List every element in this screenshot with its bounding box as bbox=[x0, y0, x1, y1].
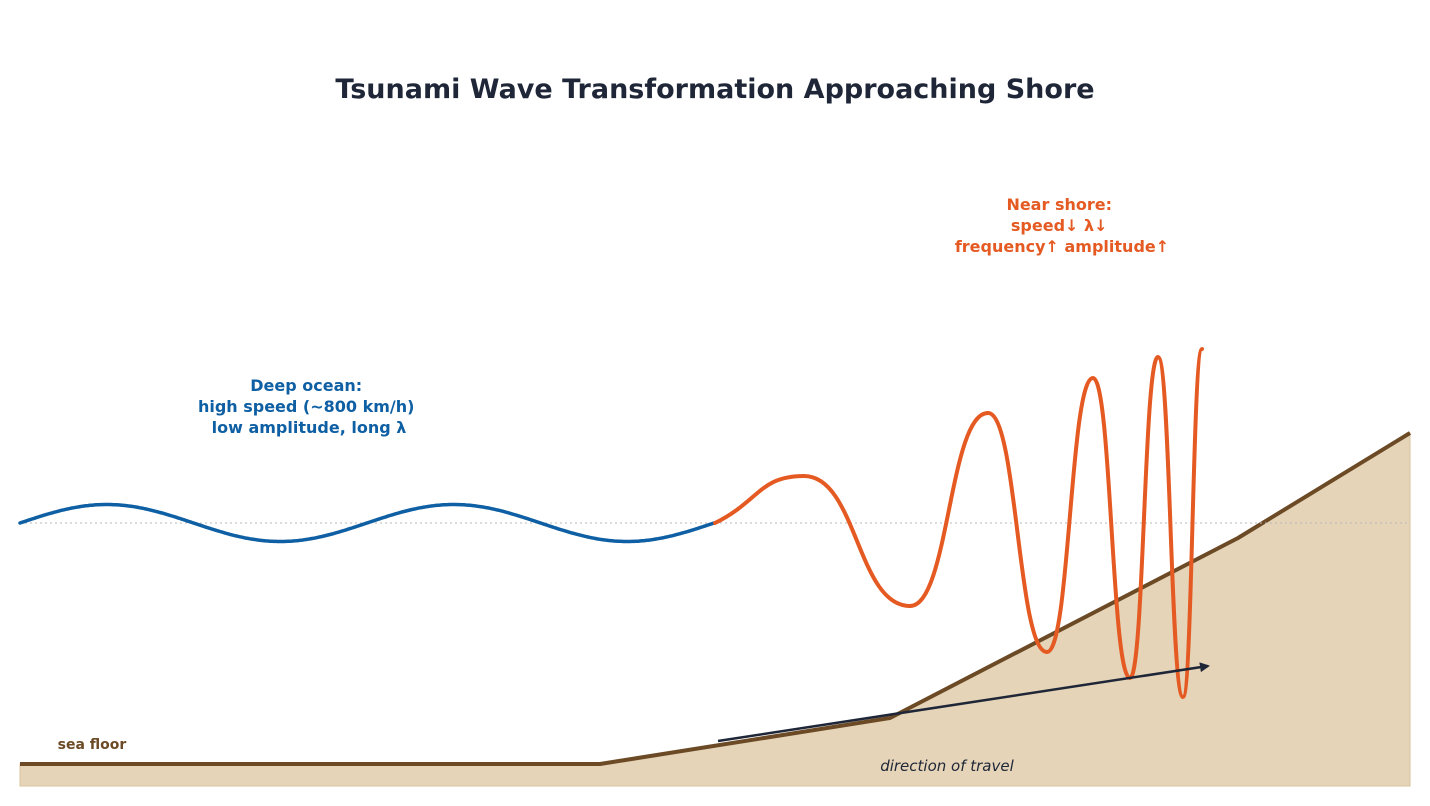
near-shore-label-line3: frequency↑ amplitude↑ bbox=[955, 237, 1169, 256]
direction-arrow bbox=[717, 662, 1210, 743]
near-shore-label-line1: Near shore: bbox=[1006, 195, 1112, 214]
deep-ocean-label-line2: high speed (~800 km/h) bbox=[198, 397, 415, 416]
near-shore-label: Near shore: speed↓ λ↓ frequency↑ amplitu… bbox=[955, 195, 1169, 256]
page-title: Tsunami Wave Transformation Approaching … bbox=[335, 74, 1094, 105]
deep-ocean-label: Deep ocean: high speed (~800 km/h) low a… bbox=[198, 376, 420, 437]
sea-floor-line bbox=[20, 431, 1412, 766]
near-shore-wave bbox=[713, 347, 1204, 699]
near-shore-label-line2: speed↓ λ↓ bbox=[1011, 216, 1108, 235]
deep-ocean-wave bbox=[18, 502, 716, 544]
deep-ocean-label-line3: low amplitude, long λ bbox=[212, 418, 407, 437]
sea-floor-fill bbox=[19, 432, 1411, 787]
sea-floor-label: sea floor bbox=[58, 737, 127, 753]
direction-label: direction of travel bbox=[880, 757, 1014, 775]
deep-ocean-label-line1: Deep ocean: bbox=[250, 376, 362, 395]
